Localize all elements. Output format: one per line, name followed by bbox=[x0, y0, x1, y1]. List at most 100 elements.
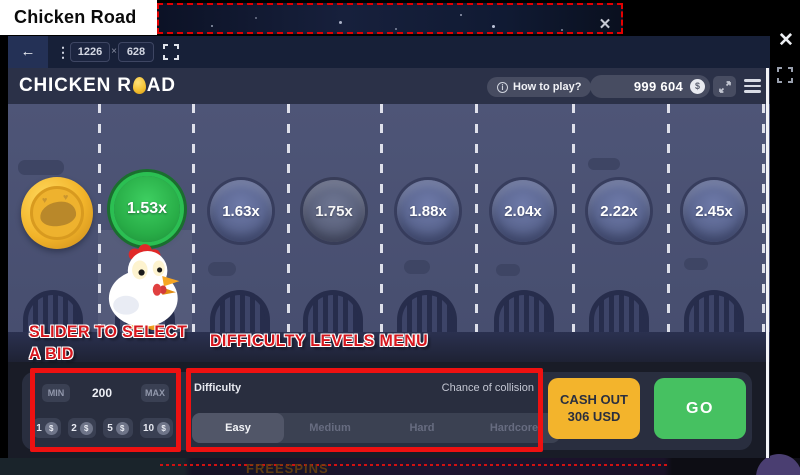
sewer-grate bbox=[494, 290, 554, 332]
lane-divider bbox=[98, 104, 101, 332]
bid-max-button[interactable]: MAX bbox=[141, 384, 169, 402]
multiplier-cell: 1.63x bbox=[210, 180, 272, 242]
window-edge-line bbox=[766, 68, 769, 458]
multiplier-value: 1.53x bbox=[126, 200, 168, 217]
control-strip: MIN 200 MAX 1 $ 2 $ 5 $ 10 $ bbox=[8, 362, 770, 458]
game-window: ← ⋮ 1226 × 628 CHICKEN R AD i How to play… bbox=[8, 36, 770, 458]
chip-value: 10 bbox=[142, 422, 155, 434]
sewer-grate bbox=[303, 290, 363, 332]
road-patch bbox=[684, 258, 708, 270]
more-options-icon[interactable]: ⋮ bbox=[56, 44, 70, 60]
balance-display: 999 604 $ bbox=[590, 75, 710, 98]
star-dot bbox=[460, 14, 462, 16]
difficulty-option-hard[interactable]: Hard bbox=[409, 422, 435, 434]
sewer-grate bbox=[210, 290, 270, 332]
how-to-play-label: How to play? bbox=[513, 81, 582, 93]
expand-icon[interactable] bbox=[713, 76, 736, 97]
difficulty-segmented-control: Easy Medium Hard Hardcore bbox=[192, 413, 560, 443]
annotation-rect-bid bbox=[30, 368, 181, 452]
heart-icon: ♥ bbox=[42, 195, 48, 205]
star-dot bbox=[492, 25, 495, 28]
multiplier-value: 1.88x bbox=[409, 202, 447, 220]
lane-divider bbox=[762, 104, 765, 332]
bid-amount-value: 200 bbox=[91, 386, 113, 400]
annotation-slider-line2: A BID bbox=[29, 344, 74, 363]
road-patch bbox=[208, 262, 236, 276]
multiplier-value: 2.45x bbox=[695, 202, 733, 220]
multiplier-cell: 1.75x bbox=[303, 180, 365, 242]
cash-out-label: CASH OUT bbox=[560, 391, 628, 407]
go-label: GO bbox=[686, 399, 714, 417]
multiplier-cell: 2.04x bbox=[492, 180, 554, 242]
page-title: Chicken Road bbox=[14, 7, 137, 27]
sewer-grate bbox=[589, 290, 649, 332]
width-input[interactable]: 1226 bbox=[70, 42, 110, 62]
cash-out-amount: 306 USD bbox=[567, 408, 621, 424]
lane-divider bbox=[572, 104, 575, 332]
menu-icon[interactable] bbox=[744, 79, 761, 93]
annotation-rect-difficulty bbox=[186, 368, 543, 452]
chip-coin-icon: $ bbox=[115, 421, 129, 435]
cash-out-button[interactable]: CASH OUT 306 USD bbox=[548, 378, 640, 439]
game-header: CHICKEN R AD i How to play? 999 604 $ bbox=[8, 68, 770, 104]
bid-min-button[interactable]: MIN bbox=[42, 384, 70, 402]
page-title-bar: Chicken Road bbox=[0, 0, 157, 35]
difficulty-label: Difficulty bbox=[194, 382, 242, 394]
game-toolbar: ← ⋮ 1226 × 628 bbox=[8, 36, 770, 68]
multiplier-cell: 2.22x bbox=[588, 180, 650, 242]
height-input[interactable]: 628 bbox=[118, 42, 154, 62]
window-close-icon[interactable]: ✕ bbox=[778, 30, 794, 51]
logo-text-right: AD bbox=[146, 75, 176, 96]
lane-divider bbox=[192, 104, 195, 332]
bid-chip-10[interactable]: 10 $ bbox=[140, 418, 173, 438]
road-patch bbox=[18, 160, 64, 175]
logo-text-left: CHICKEN R bbox=[19, 75, 132, 96]
star-dot bbox=[211, 25, 213, 27]
game-logo: CHICKEN R AD bbox=[19, 68, 176, 104]
road-patch bbox=[404, 260, 430, 274]
road-patch bbox=[496, 264, 520, 276]
difficulty-option-hardcore[interactable]: Hardcore bbox=[489, 422, 539, 434]
egg-icon bbox=[132, 76, 146, 94]
currency-coin-icon: $ bbox=[690, 79, 705, 94]
chip-coin-icon: $ bbox=[44, 421, 58, 435]
bid-chip-5[interactable]: 5 $ bbox=[103, 418, 133, 438]
multiplier-value: 2.22x bbox=[600, 202, 638, 220]
lane-divider bbox=[667, 104, 670, 332]
road-patch bbox=[588, 158, 620, 170]
star-dot bbox=[339, 21, 342, 24]
field-bottom-band bbox=[8, 332, 770, 362]
info-icon: i bbox=[497, 81, 508, 93]
annotation-difficulty: DIFFICULTY LEVELS MENU bbox=[210, 331, 429, 350]
sewer-grate bbox=[23, 290, 83, 332]
sewer-grate bbox=[684, 290, 744, 332]
red-dotted-line bbox=[160, 464, 670, 466]
lane-divider bbox=[287, 104, 290, 332]
window-fullscreen-icon[interactable] bbox=[777, 67, 793, 88]
difficulty-option-medium[interactable]: Medium bbox=[309, 422, 351, 434]
lane-divider bbox=[380, 104, 383, 332]
resize-fullscreen-icon[interactable] bbox=[163, 44, 179, 65]
chat-bubble bbox=[756, 454, 800, 475]
chip-coin-icon: $ bbox=[79, 421, 93, 435]
banner-close-icon[interactable]: ✕ bbox=[598, 16, 612, 33]
go-button[interactable]: GO bbox=[654, 378, 746, 439]
chip-coin-icon: $ bbox=[157, 421, 171, 435]
back-button[interactable]: ← bbox=[8, 36, 48, 68]
game-field: ♥ ♥ 1.53x 1.63x 1.75x 1.88x 2.04x 2.2 bbox=[8, 104, 770, 332]
dimension-separator: × bbox=[111, 46, 117, 57]
chip-value: 1 bbox=[36, 422, 42, 434]
star-dot bbox=[395, 28, 397, 30]
ad-banner bbox=[157, 3, 623, 34]
lane-divider bbox=[475, 104, 478, 332]
multiplier-cell: 2.45x bbox=[683, 180, 745, 242]
chicken-character bbox=[108, 244, 180, 331]
difficulty-option-easy[interactable]: Easy bbox=[192, 413, 284, 443]
multiplier-value: 1.63x bbox=[222, 202, 260, 220]
chance-of-collision-label: Chance of collision bbox=[441, 382, 534, 394]
bid-chip-1[interactable]: 1 $ bbox=[33, 418, 61, 438]
bid-chip-2[interactable]: 2 $ bbox=[68, 418, 96, 438]
control-panel: MIN 200 MAX 1 $ 2 $ 5 $ 10 $ bbox=[22, 372, 752, 450]
how-to-play-button[interactable]: i How to play? bbox=[487, 77, 592, 97]
multiplier-cell: 1.88x bbox=[397, 180, 459, 242]
